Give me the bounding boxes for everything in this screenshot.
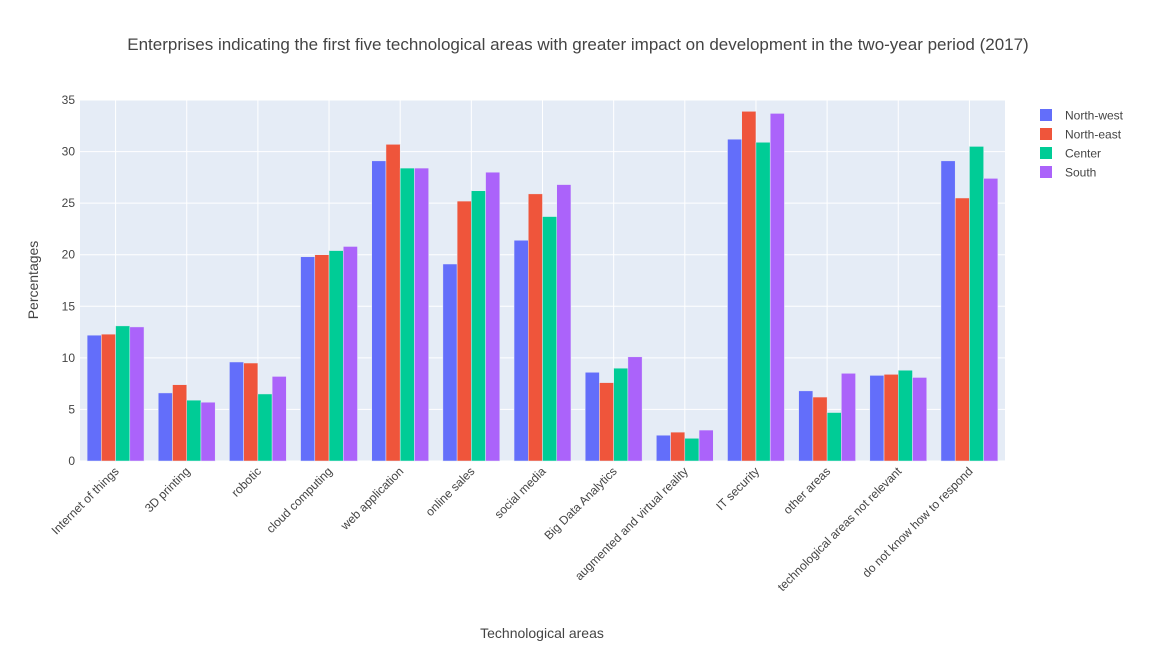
legend: North-west North-east Center South xyxy=(1040,109,1124,180)
y-axis-title: Percentages xyxy=(25,241,41,320)
x-tick-label: web application xyxy=(337,464,406,533)
legend-label: North-west xyxy=(1065,109,1124,123)
chart-title: Enterprises indicating the first five te… xyxy=(127,35,1028,54)
bar-north-west[interactable] xyxy=(513,240,529,462)
x-tick-label: augmented and virtual reality xyxy=(572,464,691,583)
bar-center[interactable] xyxy=(826,412,842,462)
x-tick-label: Big Data Analytics xyxy=(541,464,619,542)
bar-north-west[interactable] xyxy=(86,334,102,462)
y-axis: 0 5 10 15 20 25 30 35 xyxy=(62,93,76,468)
bar-north-west[interactable] xyxy=(229,361,244,462)
bar-north-west[interactable] xyxy=(158,392,173,462)
bar-north-west[interactable] xyxy=(727,138,742,462)
bar-north-east[interactable] xyxy=(741,111,757,462)
bar-center[interactable] xyxy=(969,146,984,462)
bar-south[interactable] xyxy=(485,171,501,462)
legend-label: South xyxy=(1065,166,1096,180)
bar-center[interactable] xyxy=(471,190,486,462)
bar-south[interactable] xyxy=(556,184,572,462)
bar-south[interactable] xyxy=(841,373,856,462)
bar-north-east[interactable] xyxy=(243,362,259,462)
bar-north-east[interactable] xyxy=(599,382,614,462)
y-tick-label: 5 xyxy=(68,402,75,416)
x-tick-label: other areas xyxy=(780,464,833,517)
legend-item[interactable]: Center xyxy=(1040,147,1101,161)
bar-center[interactable] xyxy=(399,167,415,462)
x-tick-label: Internet of things xyxy=(49,464,122,537)
bar-center[interactable] xyxy=(186,399,202,462)
bar-north-east[interactable] xyxy=(883,374,899,462)
bar-center[interactable] xyxy=(115,325,131,462)
y-tick-label: 20 xyxy=(62,248,76,262)
legend-swatch xyxy=(1040,128,1052,140)
bar-center[interactable] xyxy=(613,367,629,462)
bar-north-west[interactable] xyxy=(869,375,885,462)
legend-item[interactable]: North-west xyxy=(1040,109,1124,123)
bar-south[interactable] xyxy=(627,356,643,462)
bar-south[interactable] xyxy=(414,167,429,462)
bar-north-east[interactable] xyxy=(954,197,970,462)
y-tick-label: 15 xyxy=(62,299,76,313)
y-tick-label: 25 xyxy=(62,196,76,210)
bar-north-west[interactable] xyxy=(300,256,316,462)
bar-south[interactable] xyxy=(698,429,714,462)
bar-north-east[interactable] xyxy=(172,384,187,462)
legend-swatch xyxy=(1040,109,1052,121)
y-tick-label: 30 xyxy=(62,145,76,159)
bar-south[interactable] xyxy=(983,178,999,462)
bar-north-east[interactable] xyxy=(101,333,116,462)
x-tick-label: online sales xyxy=(423,464,478,519)
x-axis: Internet of things 3D printing robotic clou… xyxy=(49,464,976,594)
bar-south[interactable] xyxy=(769,113,785,462)
x-axis-title: Technological areas xyxy=(480,625,604,641)
bar-south[interactable] xyxy=(129,326,145,462)
bar-center[interactable] xyxy=(542,216,557,462)
y-tick-label: 35 xyxy=(62,93,76,107)
y-tick-label: 0 xyxy=(68,454,75,468)
bar-north-west[interactable] xyxy=(940,160,956,462)
bar-north-west[interactable] xyxy=(584,372,600,462)
x-tick-label: cloud computing xyxy=(263,464,335,536)
bar-south[interactable] xyxy=(912,377,927,462)
bar-north-east[interactable] xyxy=(385,144,401,462)
bar-center[interactable] xyxy=(328,250,344,462)
bar-north-east[interactable] xyxy=(528,193,543,462)
x-tick-label: technological areas not relevant xyxy=(775,464,905,594)
bar-center[interactable] xyxy=(684,438,700,462)
legend-swatch xyxy=(1040,166,1052,178)
bar-center[interactable] xyxy=(898,369,913,462)
bar-north-east[interactable] xyxy=(812,396,828,462)
x-tick-label: robotic xyxy=(229,464,264,499)
bars-layer xyxy=(86,111,999,462)
bar-south[interactable] xyxy=(200,401,216,462)
x-tick-label: social media xyxy=(492,464,549,521)
bar-north-east[interactable] xyxy=(314,254,330,462)
x-tick-label: IT security xyxy=(713,464,762,513)
bar-north-west[interactable] xyxy=(798,390,814,462)
legend-swatch xyxy=(1040,147,1052,159)
bar-south[interactable] xyxy=(271,376,287,462)
bar-north-west[interactable] xyxy=(371,160,387,462)
bar-center[interactable] xyxy=(755,142,771,462)
bar-south[interactable] xyxy=(343,246,358,462)
legend-label: Center xyxy=(1065,147,1101,161)
bar-center[interactable] xyxy=(257,393,273,462)
y-tick-label: 10 xyxy=(62,351,76,365)
bar-north-west[interactable] xyxy=(442,263,458,462)
legend-label: North-east xyxy=(1065,128,1122,142)
x-tick-label: 3D printing xyxy=(142,464,193,515)
legend-item[interactable]: South xyxy=(1040,166,1096,180)
bar-north-east[interactable] xyxy=(670,431,686,462)
bar-north-east[interactable] xyxy=(456,200,472,462)
legend-item[interactable]: North-east xyxy=(1040,128,1122,142)
bar-north-west[interactable] xyxy=(656,434,671,462)
